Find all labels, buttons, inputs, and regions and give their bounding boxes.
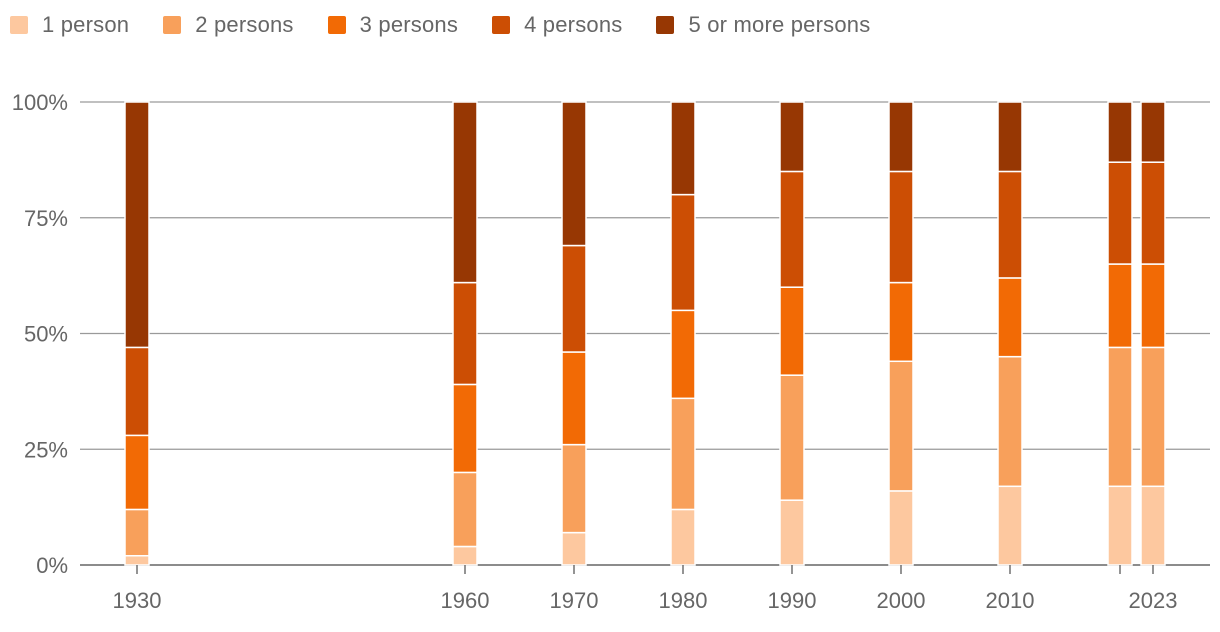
bar-segment — [779, 101, 805, 173]
bar-segment — [670, 397, 696, 511]
x-tick-label: 2023 — [1129, 588, 1178, 613]
bar-segment — [779, 374, 805, 501]
x-tick-label: 1980 — [659, 588, 708, 613]
bar-segment — [1107, 161, 1133, 265]
bar-segment — [997, 170, 1023, 279]
bar-segment — [779, 499, 805, 566]
y-tick-label: 0% — [36, 553, 68, 578]
bar-segment — [670, 101, 696, 196]
x-tick-label: 1990 — [768, 588, 817, 613]
bar-segment — [124, 346, 150, 437]
x-tick-label: 2000 — [877, 588, 926, 613]
legend-item: 1 person — [10, 12, 129, 38]
x-tick-label: 1970 — [550, 588, 599, 613]
bar-segment — [888, 281, 914, 363]
bar-segment — [888, 360, 914, 492]
legend-item: 4 persons — [492, 12, 622, 38]
legend-label: 2 persons — [195, 12, 294, 37]
bar-segment — [997, 277, 1023, 358]
legend-swatch — [492, 16, 511, 34]
bar-segment — [1140, 101, 1166, 163]
bar-segment — [452, 101, 478, 284]
y-tick-label: 50% — [24, 322, 68, 347]
bar-segment — [997, 101, 1023, 173]
bar-segment — [1140, 346, 1166, 488]
bar-segment — [1140, 485, 1166, 566]
bar-segment — [1140, 263, 1166, 349]
bar-segment — [888, 490, 914, 566]
bar-segment — [452, 383, 478, 474]
y-tick-label: 25% — [24, 437, 68, 462]
bar-segment — [452, 281, 478, 386]
bar-segment — [1107, 101, 1133, 163]
legend-swatch — [10, 16, 28, 34]
bar-segment — [561, 101, 587, 247]
x-tick-label: 1960 — [441, 588, 490, 613]
bar-segment — [124, 434, 150, 511]
bar-segment — [561, 443, 587, 534]
legend-label: 3 persons — [359, 12, 459, 37]
legend-item: 3 persons — [327, 12, 459, 38]
bar-segment — [779, 170, 805, 288]
y-tick-label: 100% — [12, 90, 68, 115]
chart-legend: 1 person 2 persons 3 persons 4 persons 5 or … — [10, 12, 904, 38]
bar-segment — [1107, 346, 1133, 488]
bar-segment — [1107, 263, 1133, 349]
legend-item: 2 persons — [163, 12, 293, 38]
bar-segment — [888, 101, 914, 173]
bar-segment — [1107, 485, 1133, 566]
bar-segment — [779, 286, 805, 376]
legend-swatch — [163, 16, 182, 34]
bar-segment — [452, 545, 478, 566]
bar-segment — [561, 351, 587, 446]
bar-segment — [997, 355, 1023, 488]
x-tick-label: 1930 — [113, 588, 162, 613]
bar-segment — [561, 531, 587, 566]
x-tick-label: 2010 — [986, 588, 1035, 613]
legend-label: 4 persons — [524, 12, 623, 37]
bar-segment — [670, 508, 696, 566]
bar-segment — [997, 485, 1023, 566]
bar-segment — [124, 508, 150, 557]
legend-label: 5 or more persons — [688, 12, 871, 37]
y-tick-label: 75% — [24, 206, 68, 231]
legend-item: 5 or more persons — [656, 12, 870, 38]
bar-segment — [888, 170, 914, 284]
bar-segment — [1140, 161, 1166, 265]
bar-segment — [452, 471, 478, 548]
bar-segment — [670, 193, 696, 312]
bar-segment — [561, 244, 587, 353]
legend-swatch — [656, 16, 675, 34]
bar-segment — [670, 309, 696, 400]
legend-swatch — [327, 16, 346, 34]
legend-label: 1 person — [42, 12, 130, 37]
bar-segment — [124, 101, 150, 349]
bar-segment — [124, 554, 150, 566]
